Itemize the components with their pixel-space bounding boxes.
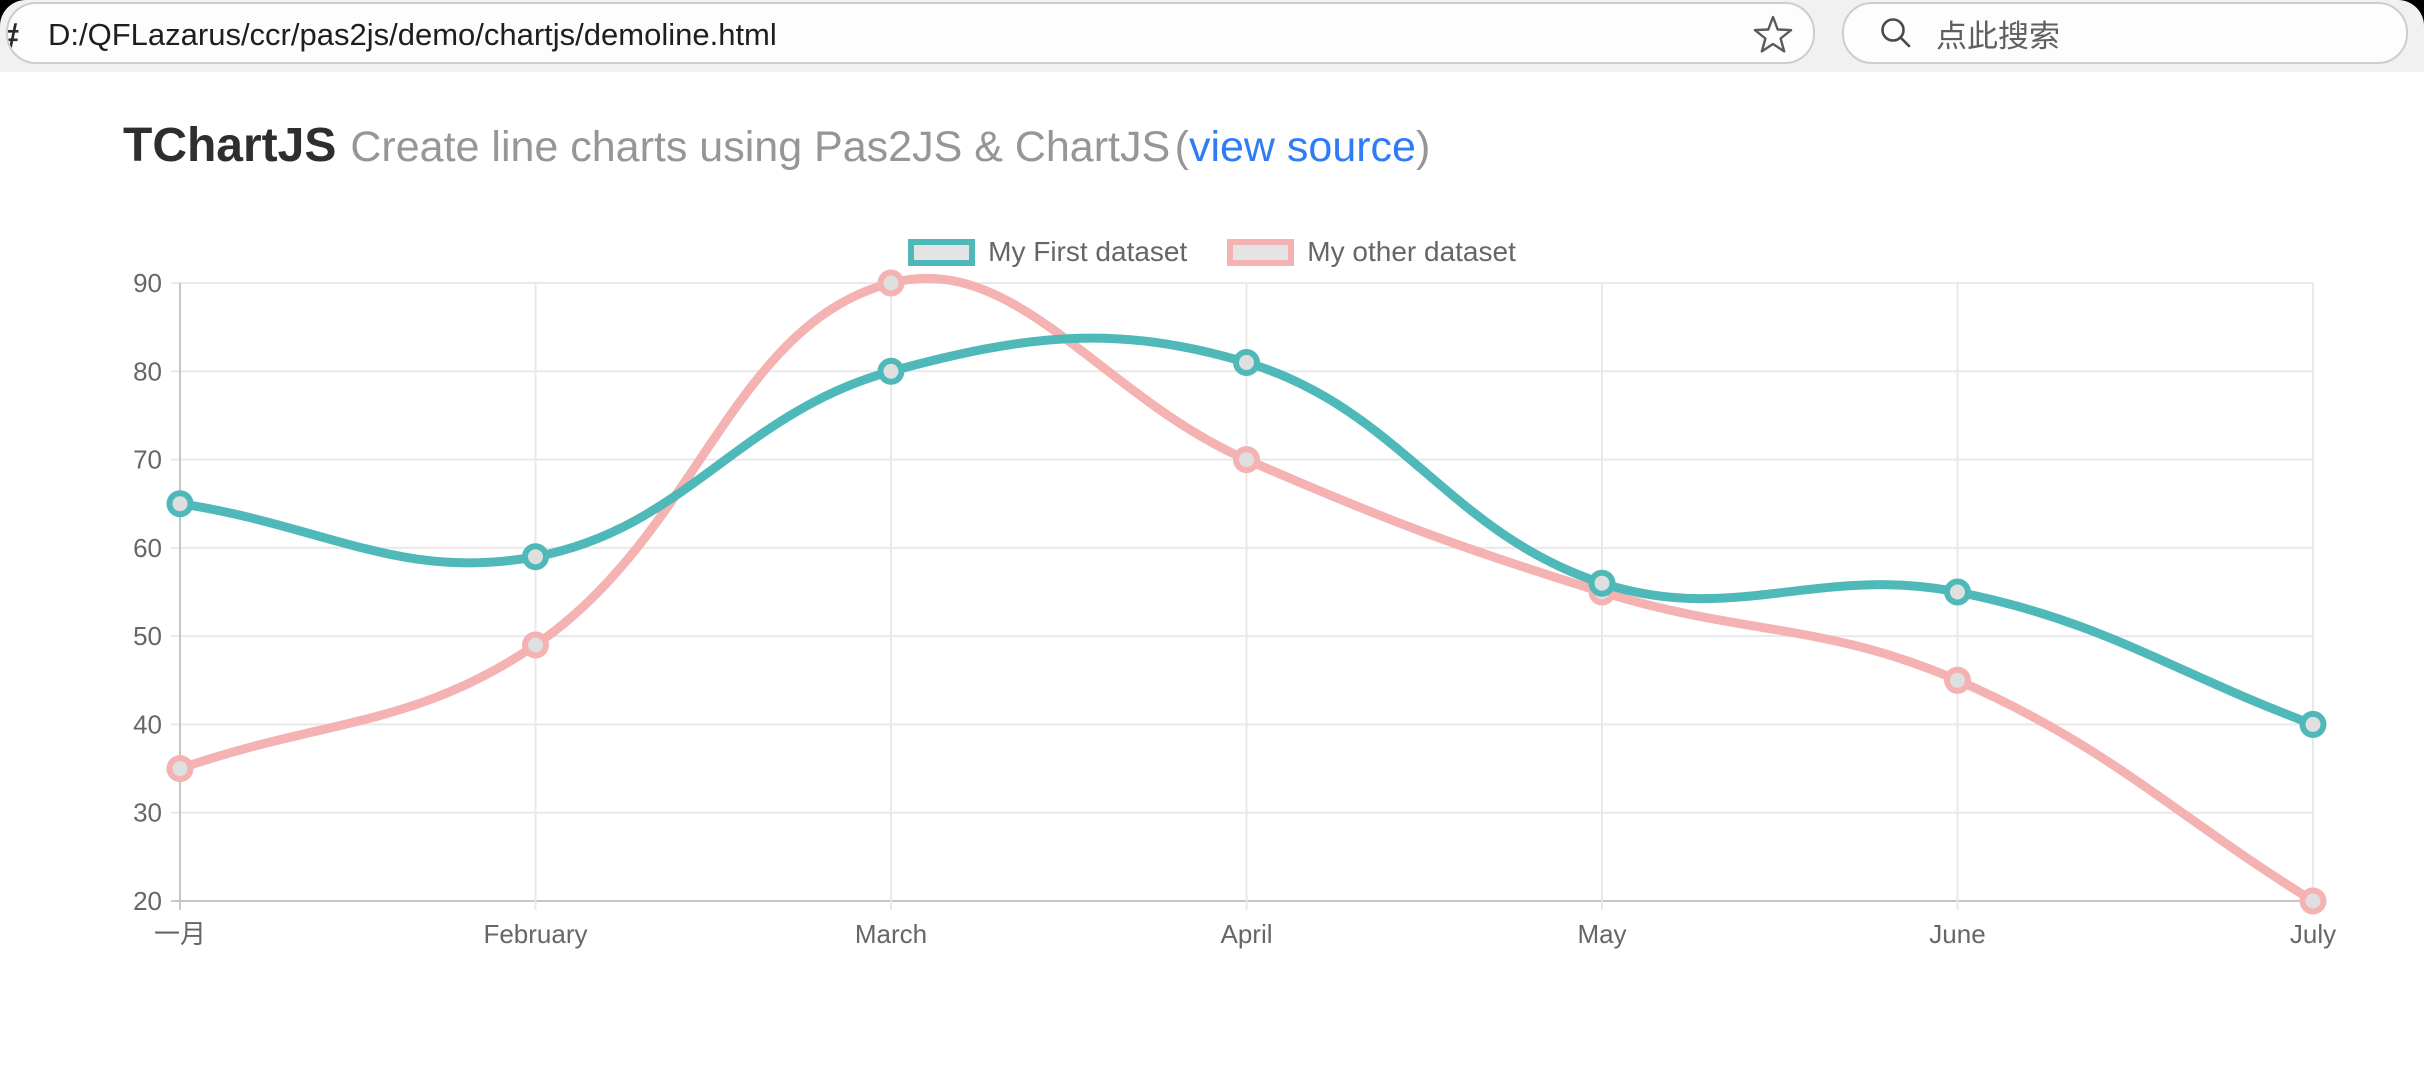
y-tick-label: 70 (133, 445, 162, 475)
tab-hash-icon: # (8, 15, 19, 57)
address-bar[interactable]: # D:/QFLazarus/ccr/pas2js/demo/chartjs/d… (6, 2, 1815, 64)
x-tick-label: 一月 (154, 919, 206, 949)
x-tick-label: March (855, 919, 927, 949)
search-icon (1878, 15, 1914, 51)
data-point[interactable] (522, 543, 549, 571)
legend-color-box (1227, 238, 1295, 266)
address-url-text: D:/QFLazarus/ccr/pas2js/demo/chartjs/dem… (48, 17, 777, 52)
y-tick-label: 80 (133, 356, 162, 386)
data-point[interactable] (2299, 887, 2327, 915)
y-tick-label: 90 (133, 268, 162, 298)
search-placeholder-text: 点此搜索 (1936, 18, 2060, 54)
data-point[interactable] (166, 755, 194, 783)
y-tick-label: 50 (133, 621, 162, 651)
data-point[interactable] (1588, 569, 1616, 597)
chart-legend: My First dataset My other dataset (0, 236, 2424, 268)
y-tick-label: 20 (133, 886, 162, 916)
search-box[interactable]: 点此搜索 (1842, 2, 2408, 64)
legend-label: My First dataset (988, 236, 1188, 267)
data-point[interactable] (2299, 710, 2327, 738)
link-paren-open: ( (1174, 123, 1189, 171)
legend-label: My other dataset (1307, 236, 1516, 267)
data-point[interactable] (877, 269, 905, 297)
y-tick-label: 30 (133, 798, 162, 828)
link-paren-close: ) (1415, 123, 1431, 171)
x-tick-label: May (1577, 919, 1626, 949)
data-point[interactable] (1233, 349, 1260, 376)
data-point[interactable] (522, 631, 549, 659)
page-title: TChartJS Create line charts using Pas2JS … (123, 118, 1430, 173)
y-tick-label: 40 (133, 709, 162, 739)
view-source-link[interactable]: view source (1188, 123, 1416, 171)
data-point[interactable] (877, 357, 905, 385)
legend-item[interactable]: My other dataset (1227, 236, 1516, 268)
x-tick-label: June (1929, 919, 1985, 949)
legend-color-box (908, 238, 976, 266)
data-point[interactable] (1944, 578, 1971, 606)
app-name: TChartJS (123, 119, 337, 172)
data-point[interactable] (1233, 446, 1260, 474)
browser-topbar: # D:/QFLazarus/ccr/pas2js/demo/chartjs/d… (0, 0, 2424, 72)
x-tick-label: July (2290, 919, 2336, 949)
x-tick-label: February (483, 919, 587, 949)
data-point[interactable] (166, 490, 194, 518)
page-subtitle: Create line charts using Pas2JS & ChartJ… (350, 123, 1171, 171)
bookmark-star-icon[interactable] (1751, 12, 1795, 56)
data-point[interactable] (1944, 666, 1971, 694)
x-tick-label: April (1220, 919, 1272, 949)
legend-item[interactable]: My First dataset (908, 236, 1187, 268)
y-tick-label: 60 (133, 533, 162, 563)
